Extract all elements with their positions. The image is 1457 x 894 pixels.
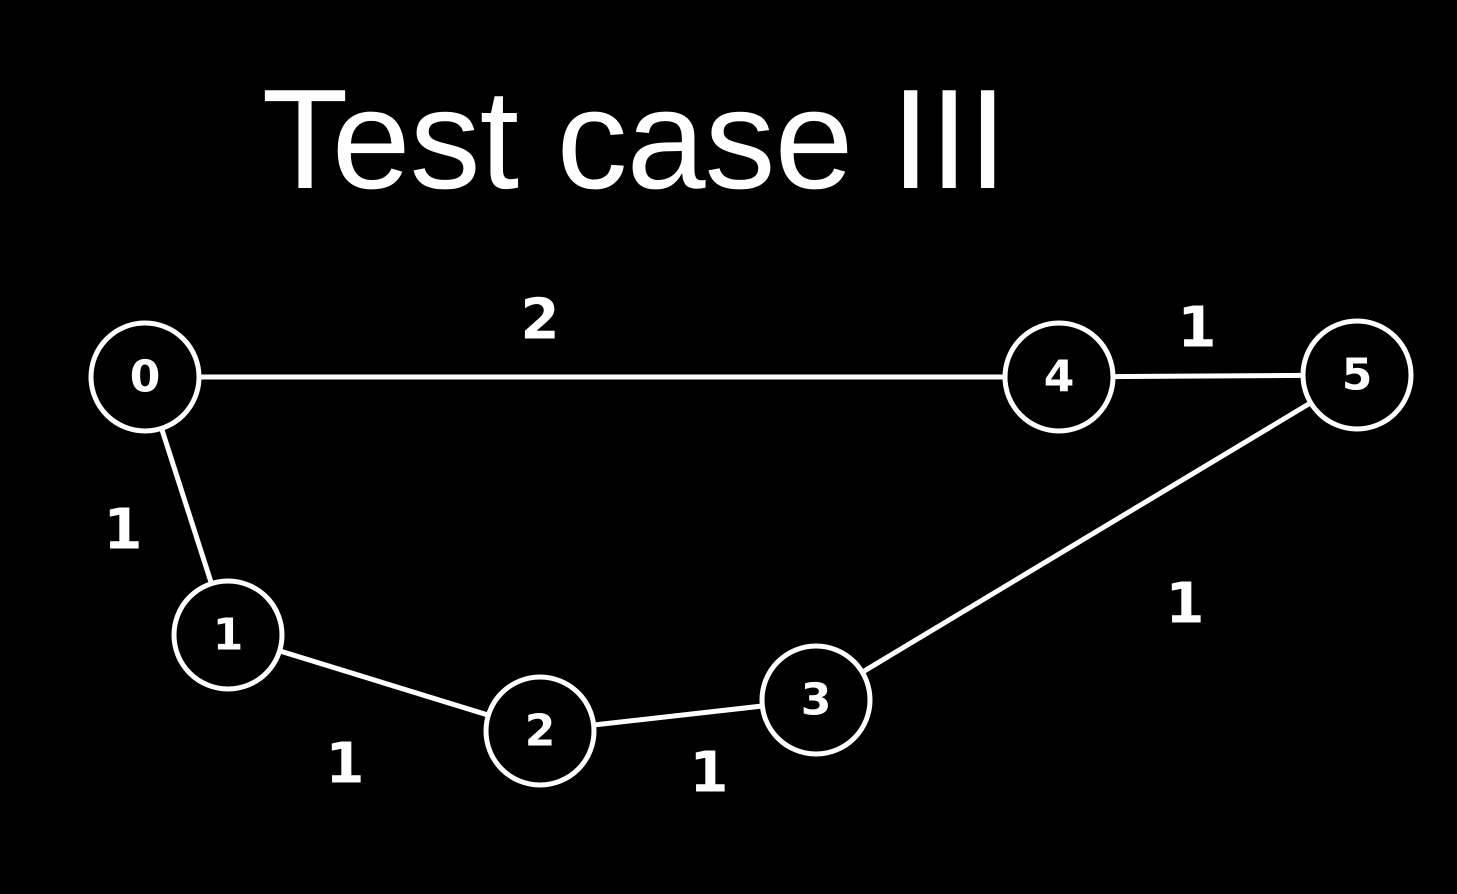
- edge-weight-4-5: 1: [1178, 296, 1217, 361]
- node-5: 5: [1300, 318, 1414, 432]
- node-circle-4: [1002, 320, 1116, 434]
- edges-layer: [142, 372, 1360, 734]
- node-label-1: 1: [213, 610, 244, 661]
- node-circle-2: [483, 674, 597, 788]
- node-0: 0: [88, 320, 202, 434]
- node-circle-5: [1300, 318, 1414, 432]
- node-4: 4: [1002, 320, 1116, 434]
- edge-3-5: [813, 372, 1360, 703]
- edge-weight-1-2: 1: [326, 732, 365, 797]
- node-1: 1: [171, 578, 285, 692]
- node-label-0: 0: [130, 352, 161, 403]
- node-label-5: 5: [1342, 350, 1373, 401]
- node-2: 2: [483, 674, 597, 788]
- edge-weight-3-5: 1: [1166, 572, 1205, 637]
- node-3: 3: [759, 643, 873, 757]
- slide-title: Test case III: [261, 60, 1008, 219]
- edge-weight-0-4: 2: [521, 288, 560, 353]
- nodes-layer: 0 1 2 3 4 5: [88, 318, 1414, 788]
- node-circle-1: [171, 578, 285, 692]
- weights-layer: 2 1 1 1 1 1: [104, 288, 1217, 806]
- node-label-4: 4: [1044, 352, 1075, 403]
- edge-weight-0-1: 1: [104, 498, 143, 563]
- edge-weight-2-3: 1: [690, 741, 729, 806]
- node-circle-3: [759, 643, 873, 757]
- node-label-3: 3: [801, 675, 832, 726]
- node-label-2: 2: [525, 706, 556, 757]
- node-circle-0: [88, 320, 202, 434]
